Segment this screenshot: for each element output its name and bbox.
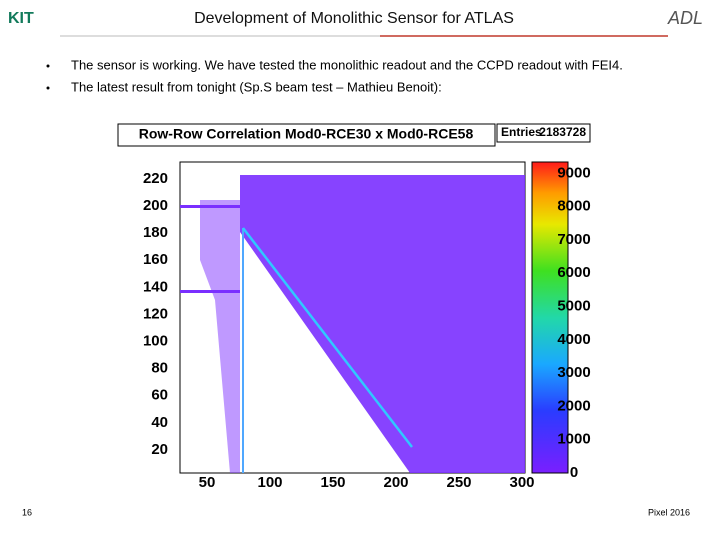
histogram-band [180,290,240,293]
x-tick-label: 50 [199,474,216,491]
y-tick-label: 180 [143,224,168,241]
footer-event: Pixel 2016 [648,507,690,517]
color-scale [531,161,569,474]
stats-label: Entries [501,125,542,139]
y-tick-label: 40 [151,414,168,431]
bullet-list: The sensor is working. We have tested th… [46,57,623,94]
histogram-band [180,205,240,208]
figure-title: Row-Row Correlation Mod0-RCE30 x Mod0-RC… [139,126,474,142]
y-tick-label: 100 [143,332,168,349]
y-tick-label: 60 [151,387,168,404]
x-tick-label: 250 [446,474,471,491]
y-tick-label: 120 [143,305,168,322]
x-tick-label: 100 [257,474,282,491]
logo-left: KIT [8,10,34,27]
y-tick-label: 20 [151,441,168,458]
color-scale-label: 6000 [557,264,590,281]
bullet-dot [46,86,50,90]
x-tick-label: 200 [383,474,408,491]
histogram-fill-left [200,200,240,473]
color-scale-label: 0 [570,464,578,481]
y-tick-label: 160 [143,251,168,268]
slide-title: Development of Monolithic Sensor for ATL… [194,10,514,27]
page-number: 16 [22,507,32,517]
axis-ticks: 50 100 150 200 250 300 20 40 60 80 100 120 140 160 180… [143,164,591,491]
stats-value: 2183728 [539,125,586,139]
color-scale-label: 7000 [557,231,590,248]
y-tick-label: 200 [143,197,168,214]
correlation-diagonal [242,227,413,448]
histogram-fill [240,175,525,473]
x-tick-label: 300 [509,474,534,491]
color-scale-label: 3000 [557,364,590,381]
y-tick-label: 140 [143,278,168,295]
x-tick-label: 150 [320,474,345,491]
logo-right: ADL [667,8,703,28]
color-scale-label: 8000 [557,198,590,215]
bullet-dot [46,64,50,68]
figure-title-box [117,123,496,147]
bullet-text: The sensor is working. We have tested th… [71,57,623,72]
color-scale-label: 5000 [557,297,590,314]
bullet-text: The latest result from tonight (Sp.S bea… [71,79,442,94]
color-scale-label: 1000 [557,431,590,448]
color-scale-label: 9000 [557,164,590,181]
color-scale-label: 4000 [557,331,590,348]
y-tick-label: 80 [151,360,168,377]
y-tick-label: 220 [143,170,168,187]
stats-box [496,123,591,143]
color-scale-label: 2000 [557,397,590,414]
